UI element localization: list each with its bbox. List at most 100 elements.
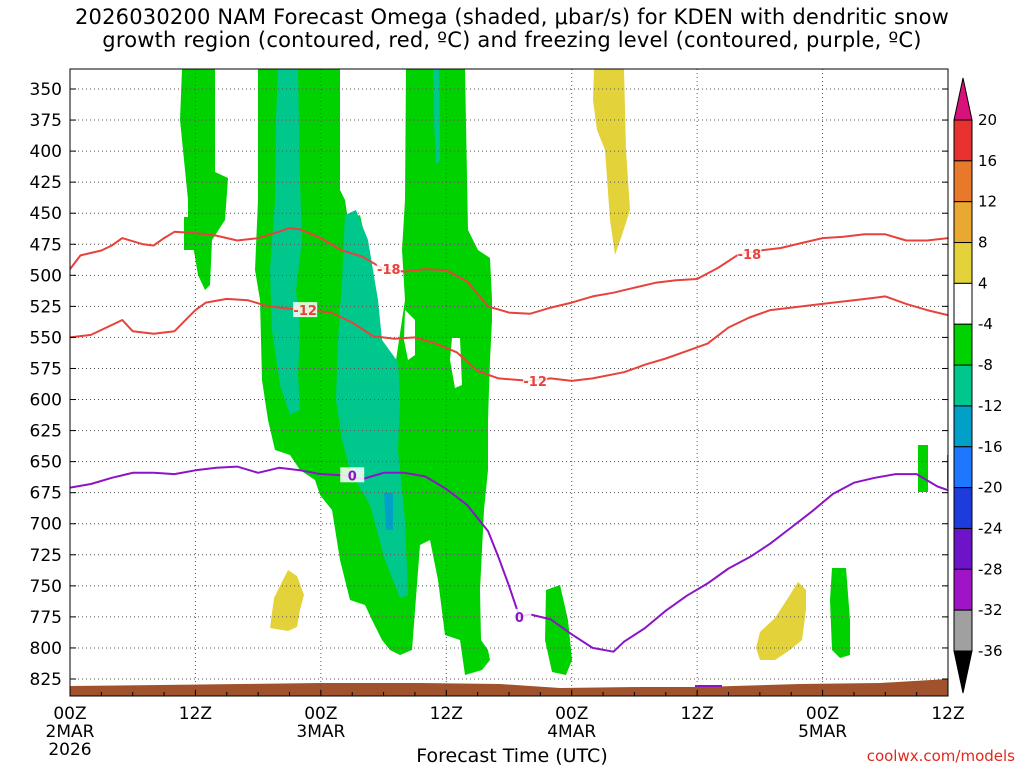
x-tick-label: 12Z — [681, 704, 714, 724]
colorbar-swatch — [953, 160, 973, 203]
contour-label: -18 — [738, 248, 762, 263]
y-tick-label: 475 — [30, 235, 62, 255]
omega-positive-1 — [593, 69, 630, 255]
y-tick-label: 675 — [30, 484, 62, 504]
colorbar-swatch — [953, 446, 973, 489]
x-tick-label: 00Z — [53, 704, 86, 724]
x-tick-label: 12Z — [179, 704, 212, 724]
x-tick-date: 4MAR — [547, 722, 596, 742]
title-line-2: growth region (contoured, red, ºC) and f… — [102, 28, 922, 52]
omega-positive-3 — [756, 582, 806, 660]
y-tick-label: 800 — [30, 639, 62, 659]
colorbar-swatch — [953, 405, 973, 448]
contour-label-bg — [507, 608, 532, 624]
y-tick-label: 725 — [30, 546, 62, 566]
contour-label-bg — [293, 302, 318, 318]
contour-label-bg — [523, 372, 548, 388]
colorbar-label: -28 — [978, 560, 1003, 578]
isotherm-line — [70, 465, 948, 653]
contour-label: -12 — [523, 375, 547, 390]
y-tick-label: 375 — [30, 111, 62, 131]
x-tick-label: 00Z — [806, 704, 839, 724]
x-tick-date: 2MAR — [46, 722, 95, 742]
contour-label: -18 — [377, 263, 401, 278]
colorbar-label: -16 — [978, 438, 1003, 456]
colorbar-label: 20 — [978, 111, 997, 129]
x-tick-label: 00Z — [304, 704, 337, 724]
y-tick-label: 450 — [30, 204, 62, 224]
y-tick-label: 575 — [30, 359, 62, 379]
x-tick-label: 12Z — [430, 704, 463, 724]
y-tick-label: 550 — [30, 328, 62, 348]
title-line-1: 2026030200 NAM Forecast Omega (shaded, μ… — [74, 5, 950, 29]
colorbar-label: -20 — [978, 479, 1003, 497]
colorbar-swatch — [953, 568, 973, 611]
terrain — [70, 679, 948, 696]
y-tick-label: 525 — [30, 297, 62, 317]
isotherm-line — [70, 227, 948, 315]
omega-shading — [180, 69, 948, 675]
colorbar-label: 16 — [978, 152, 997, 170]
y-axis: 350 375 400 425 450 475 500 525 550 575 600 625 650 6… — [30, 80, 948, 690]
y-tick-label: 500 — [30, 266, 62, 286]
omega-region-left — [180, 69, 228, 290]
x-tick-date: 5MAR — [798, 722, 847, 742]
colorbar-swatch — [953, 201, 973, 244]
y-tick-label: 750 — [30, 577, 62, 597]
contour-label-bg — [376, 261, 401, 277]
x-tick-label: 12Z — [931, 704, 964, 724]
colorbar-label: -24 — [978, 519, 1003, 537]
colorbar-label: 4 — [978, 274, 988, 292]
colorbar-label: -32 — [978, 601, 1003, 619]
colorbar-swatch — [953, 364, 973, 407]
colorbar-label: -4 — [978, 315, 993, 333]
colorbar-swatch — [953, 119, 973, 162]
y-tick-label: 350 — [30, 80, 62, 100]
colorbar-swatch — [953, 77, 973, 121]
contour-labels: -18 -18 -12 -12 0 0 — [293, 246, 762, 626]
omega-core-4 — [384, 493, 393, 530]
colorbar-swatch — [953, 650, 973, 694]
y-tick-label: 425 — [30, 173, 62, 193]
omega-gap-1 — [404, 310, 415, 360]
isotherm-line — [70, 295, 948, 382]
colorbar-swatch — [953, 609, 973, 652]
y-tick-label: 700 — [30, 515, 62, 535]
y-tick-label: 600 — [30, 391, 62, 411]
colorbar-label: -12 — [978, 397, 1003, 415]
colorbar-swatch — [953, 487, 973, 529]
omega-region-right — [918, 445, 928, 492]
colorbar-label: -8 — [978, 356, 993, 374]
contour-label-bg — [340, 467, 365, 483]
y-tick-label: 825 — [30, 670, 62, 690]
omega-core-3 — [433, 69, 440, 165]
y-tick-label: 400 — [30, 142, 62, 162]
colorbar-label: 8 — [978, 234, 988, 252]
colorbar: 20 16 12 8 4 -4 -8 -12 -16 -20 -24 -28 -32 -36 — [953, 77, 1003, 694]
omega-positive-2 — [270, 570, 304, 631]
colorbar-label: 12 — [978, 193, 997, 211]
colorbar-swatch — [953, 282, 973, 325]
contour-label: 0 — [348, 469, 357, 484]
y-tick-label: 650 — [30, 453, 62, 473]
x-axis-title: Forecast Time (UTC) — [416, 745, 608, 767]
colorbar-label: -36 — [978, 642, 1003, 660]
contour-label-bg — [737, 246, 762, 262]
omega-region-5mar — [830, 568, 850, 658]
omega-region-4mar — [545, 585, 572, 675]
x-tick-date: 3MAR — [296, 722, 345, 742]
x-tick-year: 2026 — [48, 740, 91, 760]
contour-label: 0 — [515, 611, 524, 626]
x-tick-label: 00Z — [555, 704, 588, 724]
colorbar-swatch — [953, 242, 973, 284]
colorbar-swatch — [953, 527, 973, 570]
chart-title: 2026030200 NAM Forecast Omega (shaded, μ… — [0, 6, 1024, 52]
y-tick-label: 775 — [30, 608, 62, 628]
contour-label: -12 — [293, 304, 317, 319]
grid — [70, 69, 948, 696]
contours — [70, 227, 948, 653]
colorbar-swatch — [953, 323, 973, 366]
credit-link[interactable]: coolwx.com/models — [866, 747, 1015, 765]
